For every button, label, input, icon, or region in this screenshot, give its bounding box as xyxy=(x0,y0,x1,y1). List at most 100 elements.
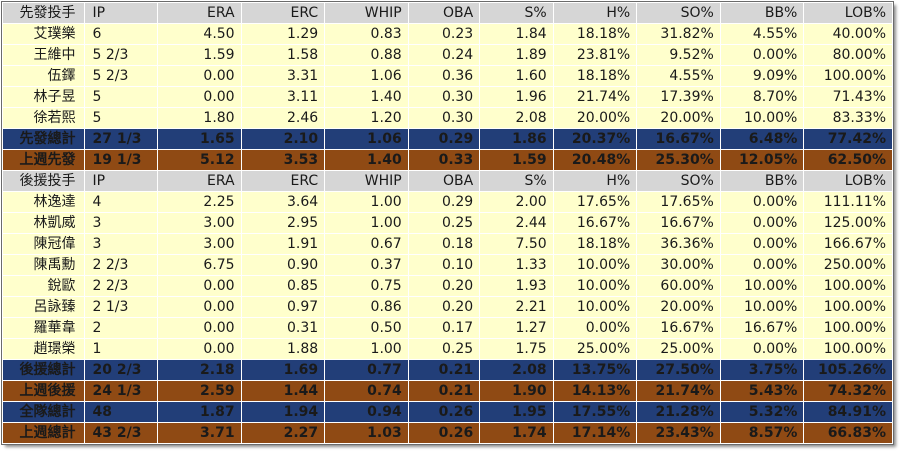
stat-ip: 3 xyxy=(84,213,158,233)
stat-ip: 5 2/3 xyxy=(84,45,158,65)
stat-h: 18.18% xyxy=(553,24,637,44)
pitcher-row: 林逸達 4 2.25 3.64 1.00 0.29 2.00 17.65% 17.65% 0.00… xyxy=(3,192,892,212)
stat-h: 20.48% xyxy=(553,150,637,170)
stat-whip: 1.00 xyxy=(325,213,408,233)
stat-bb: 12.05% xyxy=(720,150,804,170)
stat-whip: 1.06 xyxy=(325,66,408,86)
stat-whip: 0.74 xyxy=(325,381,408,401)
stat-so: 25.30% xyxy=(637,150,720,170)
pitcher-row: 銳歐 2 2/3 0.00 0.85 0.75 0.20 1.93 10.00% 60.00% 1… xyxy=(3,276,892,296)
column-header-oba: OBA xyxy=(408,3,480,23)
stat-s: 1.96 xyxy=(480,87,553,107)
stat-bb: 5.43% xyxy=(720,381,804,401)
column-header-whip: WHIP xyxy=(325,3,408,23)
stat-erc: 1.88 xyxy=(241,339,325,359)
pitcher-row: 陳禹勳 2 2/3 6.75 0.90 0.37 0.10 1.33 10.00% 30.00%… xyxy=(3,255,892,275)
stat-h: 17.55% xyxy=(553,402,637,422)
stat-h: 17.14% xyxy=(553,423,637,443)
stat-ip: 24 1/3 xyxy=(84,381,158,401)
total-label: 上週先發 xyxy=(3,150,84,170)
stat-h: 23.81% xyxy=(553,45,637,65)
stat-bb: 3.75% xyxy=(720,360,804,380)
column-header-era: ERA xyxy=(158,3,241,23)
stat-whip: 1.20 xyxy=(325,108,408,128)
table-body: 先發投手 IP ERA ERC WHIP OBA S% H% SO% BB% LOB% 艾璞樂 6 4.5… xyxy=(3,3,892,443)
column-header-bb-pct: BB% xyxy=(720,171,804,191)
stat-s: 1.74 xyxy=(480,423,553,443)
stat-ip: 43 2/3 xyxy=(84,423,158,443)
stat-erc: 0.85 xyxy=(241,276,325,296)
column-header-s-pct: S% xyxy=(480,171,553,191)
pitcher-row: 王維中 5 2/3 1.59 1.58 0.88 0.24 1.89 23.81% 9.52% 0… xyxy=(3,45,892,65)
stat-s: 2.44 xyxy=(480,213,553,233)
stat-bb: 4.55% xyxy=(720,24,804,44)
pitcher-name: 徐若熙 xyxy=(3,108,84,128)
pitcher-name: 王維中 xyxy=(3,45,84,65)
stat-oba: 0.17 xyxy=(408,318,480,338)
stat-ip: 20 2/3 xyxy=(84,360,158,380)
stat-lob: 100.00% xyxy=(804,66,892,86)
stat-erc: 0.31 xyxy=(241,318,325,338)
pitcher-row: 林子昱 5 0.00 3.11 1.40 0.30 1.96 21.74% 17.39% 8.70… xyxy=(3,87,892,107)
stat-whip: 0.37 xyxy=(325,255,408,275)
stat-bb: 0.00% xyxy=(720,339,804,359)
stat-so: 23.43% xyxy=(637,423,720,443)
stat-h: 13.75% xyxy=(553,360,637,380)
pitching-stats-table: 先發投手 IP ERA ERC WHIP OBA S% H% SO% BB% LOB% 艾璞樂 6 4.5… xyxy=(1,1,894,445)
total-label: 上週後援 xyxy=(3,381,84,401)
starters-header-row: 先發投手 IP ERA ERC WHIP OBA S% H% SO% BB% LOB% xyxy=(3,3,892,23)
stat-bb: 8.57% xyxy=(720,423,804,443)
stat-bb: 8.70% xyxy=(720,87,804,107)
stat-erc: 2.27 xyxy=(241,423,325,443)
stat-bb: 16.67% xyxy=(720,318,804,338)
stat-lob: 77.42% xyxy=(804,129,892,149)
total-label: 上週總計 xyxy=(3,423,84,443)
stat-oba: 0.26 xyxy=(408,423,480,443)
stat-s: 2.08 xyxy=(480,108,553,128)
totals-row: 上週後援 24 1/3 2.59 1.44 0.74 0.21 1.90 14.13% 21.7… xyxy=(3,381,892,401)
stat-ip: 1 xyxy=(84,339,158,359)
stat-s: 1.95 xyxy=(480,402,553,422)
stat-so: 20.00% xyxy=(637,108,720,128)
column-header-ip: IP xyxy=(84,3,158,23)
stat-whip: 1.40 xyxy=(325,150,408,170)
column-header-lob-pct: LOB% xyxy=(804,171,892,191)
stat-era: 2.18 xyxy=(158,360,241,380)
stat-era: 1.80 xyxy=(158,108,241,128)
stat-erc: 2.10 xyxy=(241,129,325,149)
stat-bb: 10.00% xyxy=(720,108,804,128)
stat-lob: 250.00% xyxy=(804,255,892,275)
stat-erc: 1.44 xyxy=(241,381,325,401)
total-label: 後援總計 xyxy=(3,360,84,380)
stat-s: 1.27 xyxy=(480,318,553,338)
stat-s: 7.50 xyxy=(480,234,553,254)
stat-ip: 3 xyxy=(84,234,158,254)
totals-row: 上週總計 43 2/3 3.71 2.27 1.03 0.26 1.74 17.14% 23.4… xyxy=(3,423,892,443)
stat-lob: 71.43% xyxy=(804,87,892,107)
stat-h: 25.00% xyxy=(553,339,637,359)
stat-bb: 0.00% xyxy=(720,213,804,233)
totals-row: 全隊總計 48 1.87 1.94 0.94 0.26 1.95 17.55% 21.28% 5.… xyxy=(3,402,892,422)
stat-bb: 6.48% xyxy=(720,129,804,149)
stat-oba: 0.21 xyxy=(408,360,480,380)
column-header-h-pct: H% xyxy=(553,3,637,23)
stat-oba: 0.30 xyxy=(408,87,480,107)
stat-h: 10.00% xyxy=(553,297,637,317)
column-header-so-pct: SO% xyxy=(637,3,720,23)
stat-bb: 0.00% xyxy=(720,45,804,65)
stat-h: 14.13% xyxy=(553,381,637,401)
stat-so: 31.82% xyxy=(637,24,720,44)
stat-ip: 5 xyxy=(84,87,158,107)
stat-ip: 2 2/3 xyxy=(84,276,158,296)
stat-s: 1.86 xyxy=(480,129,553,149)
stat-era: 5.12 xyxy=(158,150,241,170)
stat-s: 2.08 xyxy=(480,360,553,380)
stat-era: 0.00 xyxy=(158,339,241,359)
pitcher-name: 林子昱 xyxy=(3,87,84,107)
stat-so: 60.00% xyxy=(637,276,720,296)
stat-bb: 10.00% xyxy=(720,297,804,317)
stat-oba: 0.10 xyxy=(408,255,480,275)
pitcher-row: 呂詠臻 2 1/3 0.00 0.97 0.86 0.20 2.21 10.00% 20.00%… xyxy=(3,297,892,317)
relievers-header-row: 後援投手 IP ERA ERC WHIP OBA S% H% SO% BB% LOB% xyxy=(3,171,892,191)
stat-so: 21.74% xyxy=(637,381,720,401)
